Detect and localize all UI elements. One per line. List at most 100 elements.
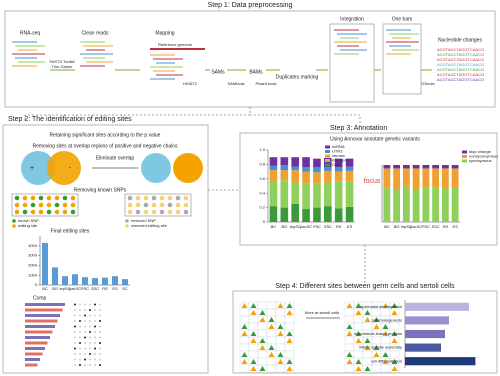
triangle xyxy=(364,338,371,343)
bar-segment xyxy=(313,167,321,173)
y-tick-label: spermatid development xyxy=(360,304,402,309)
upset-dot xyxy=(79,320,81,322)
triangle xyxy=(391,338,398,343)
triangle xyxy=(364,310,371,315)
bar-segment xyxy=(302,167,310,172)
triangle xyxy=(391,303,398,308)
upset-bar xyxy=(25,347,45,350)
tool-label: BAMs xyxy=(249,69,263,75)
sign: + xyxy=(30,165,34,172)
bar-segment xyxy=(291,204,299,222)
bar xyxy=(82,277,88,285)
bar-segment xyxy=(345,206,354,222)
nucleotide-row: ACGTAGCTAGGTCAACG xyxy=(437,62,484,67)
triangle xyxy=(382,303,389,308)
site-dot xyxy=(14,195,20,201)
grid-cell xyxy=(248,343,259,352)
bar-segment xyxy=(291,157,299,167)
grid-cell xyxy=(275,315,286,324)
bar xyxy=(92,278,98,285)
upset-dot xyxy=(74,336,76,339)
triangle xyxy=(391,310,398,315)
bar-segment xyxy=(280,157,289,166)
upset-dot xyxy=(94,303,96,306)
site-dot xyxy=(62,202,68,208)
triangle xyxy=(355,338,362,343)
grid-cell xyxy=(353,322,364,331)
site-dot xyxy=(183,209,189,215)
site-dot xyxy=(127,209,133,215)
triangle xyxy=(355,359,362,364)
x-tick-label: BC xyxy=(42,286,48,291)
bar-segment xyxy=(383,187,391,222)
site-dot xyxy=(30,202,36,208)
bar-segment xyxy=(324,170,332,183)
upset-dot xyxy=(84,320,86,322)
site-dot xyxy=(143,202,149,208)
bar-segment xyxy=(393,168,401,189)
bar-segment xyxy=(441,165,449,169)
site-dot xyxy=(46,202,52,208)
triangle xyxy=(346,331,353,336)
upset-bar xyxy=(25,319,58,323)
upset-dot xyxy=(79,364,81,366)
grid-cell xyxy=(275,336,286,345)
site-dot xyxy=(175,202,181,208)
legend-swatch xyxy=(12,224,16,228)
tool-label: SAMtools xyxy=(227,81,244,86)
grid-cell xyxy=(266,364,277,373)
upset-dot xyxy=(94,314,96,317)
triangle xyxy=(277,359,284,364)
site-dots xyxy=(14,195,189,215)
step4-title: Step 4: Different sites between germ cel… xyxy=(275,283,455,290)
site-dot xyxy=(135,202,141,208)
legend-swatch xyxy=(125,219,129,223)
site-dot xyxy=(30,209,36,215)
site-dot xyxy=(38,209,44,215)
bar xyxy=(405,357,476,366)
site-dot xyxy=(46,209,52,215)
site-dot xyxy=(167,202,173,208)
x-tick-label: pacSC xyxy=(299,224,312,229)
y-tick-label: 2000 xyxy=(28,262,38,267)
bar-segment xyxy=(313,207,321,222)
triangle xyxy=(286,338,293,343)
y-tick-label: cell differentiation xyxy=(371,358,402,363)
bar-segment xyxy=(269,180,278,207)
tool-label: HISAT2 xyxy=(183,81,197,86)
x-tick-label: ES xyxy=(452,224,458,229)
site-dot xyxy=(70,202,76,208)
site-dot xyxy=(183,202,189,208)
upset-dot xyxy=(94,336,96,339)
nucleotide-row: ACGTAGCTAGGTCAACG xyxy=(437,77,484,82)
upset-dot xyxy=(84,303,86,306)
bar-segment xyxy=(334,181,343,209)
triangle xyxy=(277,352,284,357)
upset-dot xyxy=(89,309,91,311)
triangle xyxy=(286,331,293,336)
bar-segment xyxy=(302,157,310,168)
upset-plot xyxy=(25,303,101,367)
triangle xyxy=(241,324,248,329)
bar-segment xyxy=(313,158,321,168)
upset-dot xyxy=(74,325,76,328)
triangle xyxy=(259,310,266,315)
grid-cell xyxy=(362,322,373,331)
bar-segment xyxy=(383,165,391,169)
upset-dot xyxy=(84,353,86,355)
snp-box xyxy=(124,193,192,217)
triangle xyxy=(346,359,353,364)
y-tick-label: 0 xyxy=(35,282,38,287)
step2-title: Step 2: The identification of editing si… xyxy=(8,116,132,123)
bar-segment xyxy=(345,166,354,171)
grid-cell xyxy=(371,336,382,345)
grid-cell xyxy=(389,322,400,331)
upset-dot xyxy=(79,336,81,339)
triangle xyxy=(250,338,257,343)
step-text: Retaining significant sites according to… xyxy=(50,132,161,138)
upset-bar xyxy=(25,363,38,367)
upset-dot xyxy=(99,331,101,333)
stage-label: One bam xyxy=(392,16,413,22)
negative-circle xyxy=(47,151,81,185)
site-dot xyxy=(175,195,181,201)
